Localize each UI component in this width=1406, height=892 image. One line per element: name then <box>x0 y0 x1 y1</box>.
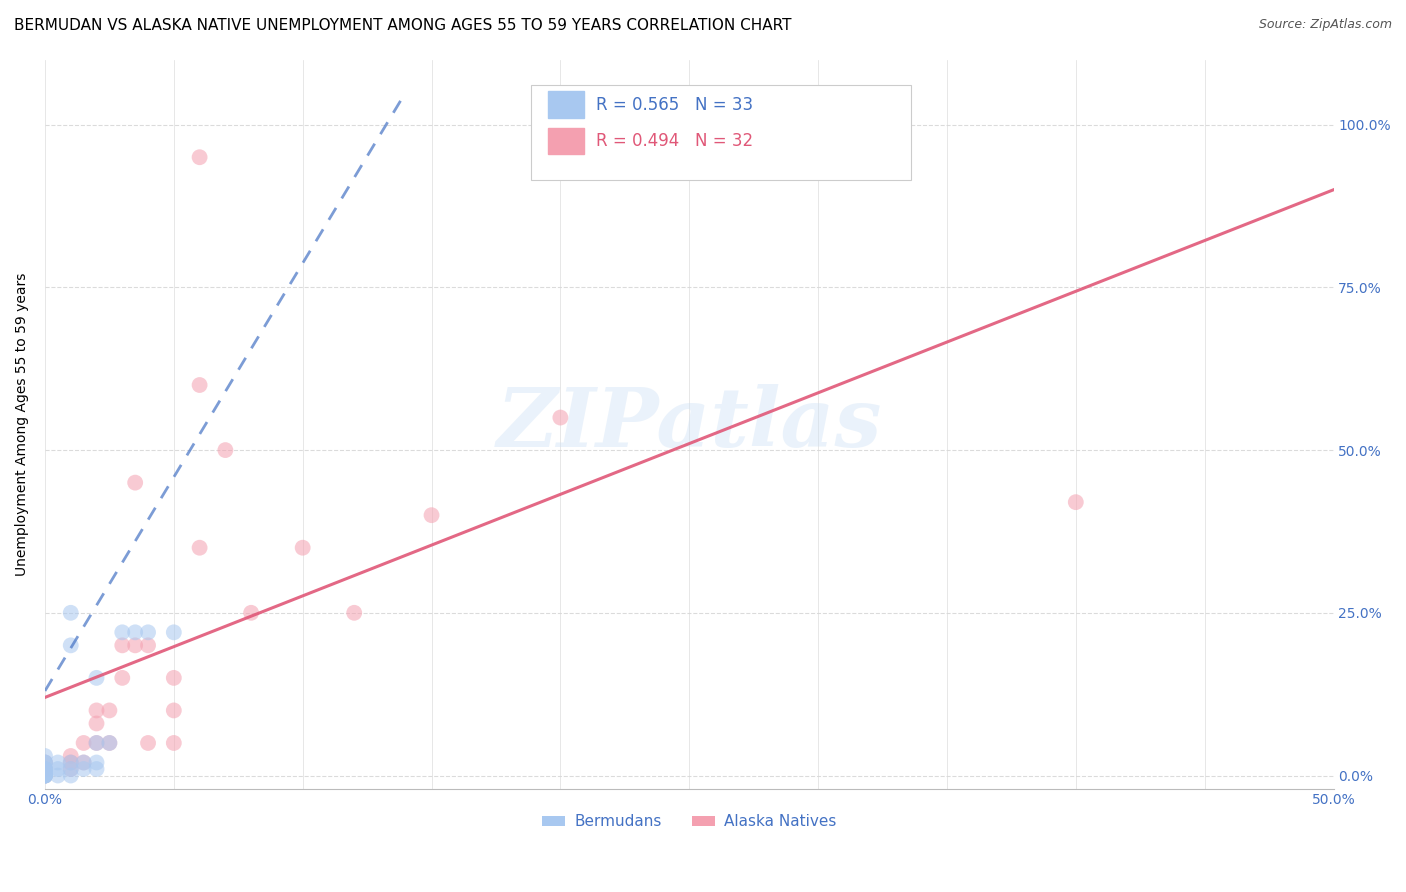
Text: Source: ZipAtlas.com: Source: ZipAtlas.com <box>1258 18 1392 31</box>
Point <box>34 768 56 782</box>
FancyBboxPatch shape <box>547 128 583 154</box>
Point <box>1064 495 1087 509</box>
Point <box>163 703 186 717</box>
Point <box>34 756 56 770</box>
Point <box>188 541 211 555</box>
Point <box>111 638 134 652</box>
Point <box>34 756 56 770</box>
Point <box>34 765 56 780</box>
Point <box>72 756 94 770</box>
Point <box>86 716 108 731</box>
Point <box>59 749 82 764</box>
Point <box>343 606 366 620</box>
Point <box>124 638 146 652</box>
Point <box>136 638 159 652</box>
Point <box>86 736 108 750</box>
Point <box>111 625 134 640</box>
Text: BERMUDAN VS ALASKA NATIVE UNEMPLOYMENT AMONG AGES 55 TO 59 YEARS CORRELATION CHA: BERMUDAN VS ALASKA NATIVE UNEMPLOYMENT A… <box>14 18 792 33</box>
Point <box>46 762 69 776</box>
Point <box>59 768 82 782</box>
Point <box>420 508 443 523</box>
Point <box>188 150 211 164</box>
Point <box>86 762 108 776</box>
Point <box>98 736 121 750</box>
Point <box>46 756 69 770</box>
Point <box>124 625 146 640</box>
FancyBboxPatch shape <box>530 85 911 180</box>
Point <box>72 756 94 770</box>
Point <box>136 625 159 640</box>
Point <box>72 762 94 776</box>
Point <box>34 768 56 782</box>
Point <box>214 443 236 458</box>
Point <box>59 756 82 770</box>
Text: R = 0.494   N = 32: R = 0.494 N = 32 <box>596 132 754 150</box>
Point <box>291 541 314 555</box>
Text: ZIPatlas: ZIPatlas <box>496 384 882 464</box>
FancyBboxPatch shape <box>547 91 583 118</box>
Point <box>34 765 56 780</box>
Point <box>34 762 56 776</box>
Point <box>188 378 211 392</box>
Point <box>163 625 186 640</box>
Point <box>34 768 56 782</box>
Point <box>59 762 82 776</box>
Y-axis label: Unemployment Among Ages 55 to 59 years: Unemployment Among Ages 55 to 59 years <box>15 272 30 575</box>
Point <box>34 762 56 776</box>
Point <box>34 768 56 782</box>
Point <box>34 762 56 776</box>
Point <box>111 671 134 685</box>
Point <box>34 768 56 782</box>
Point <box>34 768 56 782</box>
Point <box>59 606 82 620</box>
Point <box>72 736 94 750</box>
Point <box>86 736 108 750</box>
Point <box>136 736 159 750</box>
Point <box>86 756 108 770</box>
Point <box>34 756 56 770</box>
Point <box>86 671 108 685</box>
Point <box>550 410 572 425</box>
Point <box>163 671 186 685</box>
Point <box>59 762 82 776</box>
Point <box>34 768 56 782</box>
Point <box>59 638 82 652</box>
Point <box>34 762 56 776</box>
Point <box>124 475 146 490</box>
Point <box>98 736 121 750</box>
Point <box>86 703 108 717</box>
Legend: Bermudans, Alaska Natives: Bermudans, Alaska Natives <box>536 808 842 836</box>
Point <box>46 768 69 782</box>
Point <box>163 736 186 750</box>
Point <box>98 703 121 717</box>
Point <box>34 749 56 764</box>
Point <box>240 606 263 620</box>
Text: R = 0.565   N = 33: R = 0.565 N = 33 <box>596 95 754 113</box>
Point <box>59 756 82 770</box>
